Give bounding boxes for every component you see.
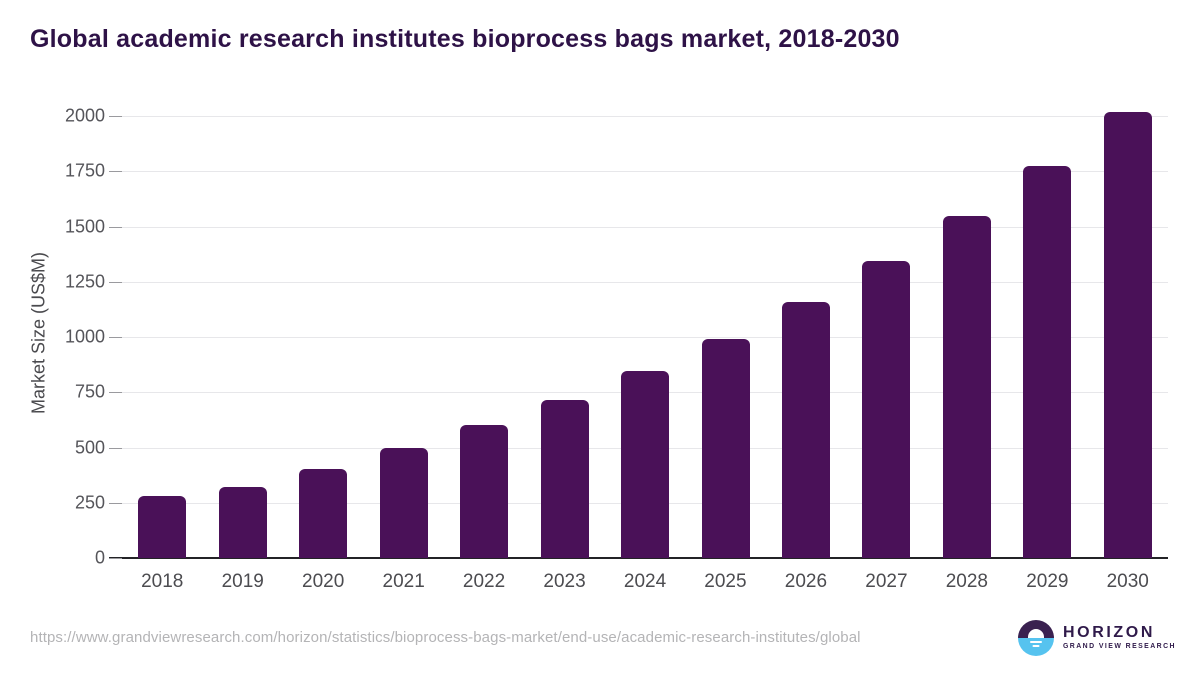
sunrise-reflection-line [1032,645,1040,647]
gridline-1000 [122,337,1168,338]
x-tick-label-2029: 2029 [1026,571,1069,592]
x-tick-label-2028: 2028 [945,571,988,592]
bar-2021 [379,448,428,558]
y-tick-mark-500 [109,447,122,449]
gridline-1500 [122,226,1168,228]
y-tick-label-1500: 1500 [64,216,105,236]
y-tick-mark-1000 [109,337,122,338]
x-tick-label-2020: 2020 [302,571,345,592]
bar-2030 [1103,111,1152,558]
sunrise-reflection-line [1030,640,1042,643]
y-tick-label-500: 500 [74,437,105,457]
bar-2023 [540,400,589,558]
sunrise-dome-shape [1028,629,1044,638]
y-tick-mark-250 [109,502,122,504]
bar-2027 [862,261,911,558]
y-tick-label-1750: 1750 [64,160,105,181]
y-tick-mark-1250 [109,281,122,283]
bar-2024 [621,371,669,558]
x-tick-label-2024: 2024 [623,571,667,592]
x-tick-label-2025: 2025 [704,571,747,592]
gridline-1750 [122,171,1168,173]
horizon-logo: HORIZON GRAND VIEW RESEARCH [1018,620,1176,656]
bar-2026 [781,301,830,558]
x-tick-label-2026: 2026 [784,571,828,592]
y-tick-mark-2000 [109,116,122,117]
x-tick-label-2030: 2030 [1106,571,1149,592]
y-tick-label-750: 750 [74,381,105,402]
y-tick-label-0: 0 [94,547,105,568]
y-tick-mark-1500 [109,226,122,228]
logo-text-block: HORIZON GRAND VIEW RESEARCH [1063,625,1176,651]
bar-2025 [701,338,750,558]
bar-2022 [460,425,509,558]
y-tick-label-2000: 2000 [64,105,105,126]
plot-area: 0 250 500 750 1000 1250 1500 1750 2000 2018 2019 20… [65,106,1168,592]
y-axis-title: Market Size (US$M) [28,251,49,415]
x-tick-label-2027: 2027 [865,571,908,592]
x-tick-label-2019: 2019 [221,571,264,592]
y-tick-label-1250: 1250 [64,271,105,292]
horizon-logo-icon [1018,620,1054,656]
y-tick-label-250: 250 [74,492,105,513]
x-tick-label-2021: 2021 [382,571,425,592]
bar-2018 [138,495,187,558]
logo-subtitle: GRAND VIEW RESEARCH [1063,643,1176,651]
x-tick-label-2018: 2018 [141,571,184,592]
gridline-2000 [122,116,1168,117]
gridline-1250 [122,281,1168,283]
bar-2028 [942,215,991,558]
bar-2019 [218,486,267,558]
x-tick-label-2023: 2023 [543,571,586,592]
bar-2029 [1023,166,1072,558]
y-tick-label-1000: 1000 [64,326,105,347]
logo-title: HORIZON [1063,624,1155,642]
y-tick-mark-750 [109,392,122,394]
y-tick-mark-1750 [109,171,122,173]
chart-title: Global academic research institutes biop… [30,25,900,53]
x-axis-line [109,557,1168,559]
x-tick-label-2022: 2022 [462,571,506,592]
y-tick-mark-0 [109,558,122,559]
source-url: https://www.grandviewresearch.com/horizo… [30,629,861,646]
bar-2020 [299,468,348,558]
